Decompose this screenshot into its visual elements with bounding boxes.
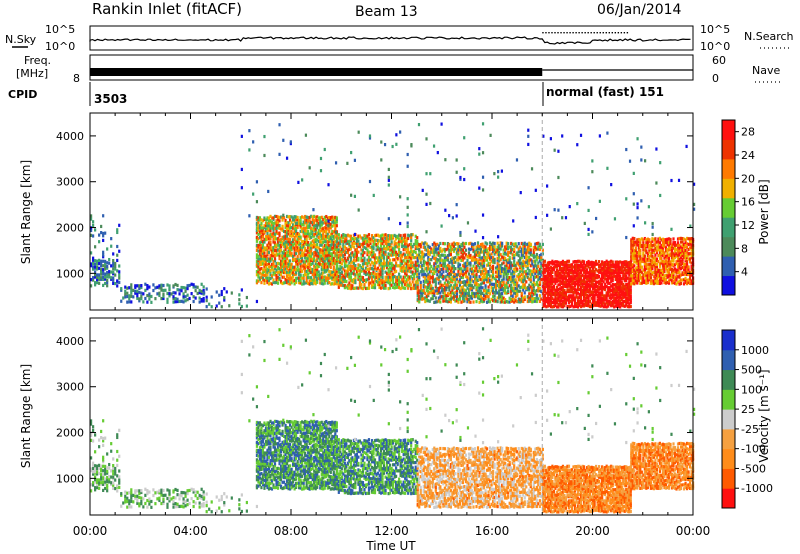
power-cbar-tick-5: 24 [741, 149, 755, 162]
power-cbar-tick-1: 8 [741, 242, 748, 255]
velocity-cbar-tick-4: -25 [741, 423, 759, 436]
time-axis: 00:00 04:00 08:00 12:00 16:00 20:00 00:00 [73, 524, 711, 538]
cpid-program-1: 3503 [94, 92, 127, 106]
freq-label-2: [MHz] [16, 67, 48, 80]
velocity-cbar-tick-5: -100 [741, 443, 766, 456]
noise-right-label: N.Search [744, 30, 794, 43]
cpid-program-2: normal (fast) 151 [546, 85, 664, 99]
xtick-5: 20:00 [575, 524, 610, 538]
velocity-ytick-2: 3000 [56, 381, 84, 394]
noise-left-label: N.Sky [5, 33, 37, 46]
freq-left-tick: 8 [73, 72, 80, 85]
xtick-3: 12:00 [374, 524, 409, 538]
power-cbar-tick-3: 16 [741, 196, 755, 209]
power-panel: 1000 2000 3000 4000 Slant Range [km] [19, 112, 696, 311]
noise-panel: N.Sky 10^5 10^0 10^5 10^0 N.Search [5, 23, 794, 53]
xtick-2: 08:00 [274, 524, 309, 538]
freq-label-1: Freq. [24, 54, 51, 67]
power-cbar-tick-0: 4 [741, 266, 748, 279]
velocity-cbar-tick-0: 1000 [741, 344, 769, 357]
power-ytick-1: 2000 [56, 222, 84, 235]
noise-left-tick-top: 10^5 [45, 23, 75, 36]
freq-panel: Freq. [MHz] 8 60 0 Nave [16, 54, 780, 85]
cpid-label: CPID [8, 88, 37, 101]
velocity-ytick-1: 2000 [56, 427, 84, 440]
velocity-colorbar-label: Velocity [m s⁻¹] [757, 369, 771, 462]
velocity-ytick-3: 4000 [56, 335, 84, 348]
beam-title: Beam 13 [355, 4, 418, 20]
date-title: 06/Jan/2014 [597, 2, 682, 18]
velocity-heatmap [90, 318, 696, 515]
power-cbar-tick-2: 12 [741, 219, 755, 232]
xtick-1: 04:00 [173, 524, 208, 538]
velocity-cbar-tick-6: -500 [741, 462, 766, 475]
power-cbar-tick-4: 20 [741, 172, 755, 185]
power-colorbar: 4 8 12 16 20 24 28 [721, 119, 755, 296]
station-title: Rankin Inlet (fitACF) [92, 0, 242, 18]
power-ytick-2: 3000 [56, 176, 84, 189]
nave-label: Nave [752, 64, 780, 77]
power-ytick-3: 4000 [56, 130, 84, 143]
noise-right-tick-bottom: 10^0 [700, 40, 730, 53]
velocity-cbar-tick-3: 25 [741, 403, 755, 416]
xtick-4: 16:00 [475, 524, 510, 538]
velocity-panel: 1000 2000 3000 4000 Slant Range [km] [19, 317, 696, 516]
xtick-6: 00:00 [676, 524, 711, 538]
freq-right-tick-bottom: 0 [712, 72, 719, 85]
noise-right-tick-top: 10^5 [700, 23, 730, 36]
velocity-cbar-tick-1: 500 [741, 364, 762, 377]
power-ytick-0: 1000 [56, 267, 84, 280]
cpid-row: CPID 3503 normal (fast) 151 [8, 82, 664, 106]
velocity-ylabel: Slant Range [km] [19, 364, 33, 468]
velocity-cbar-tick-2: 100 [741, 383, 762, 396]
power-heatmap [90, 113, 696, 310]
freq-right-tick-top: 60 [712, 54, 726, 67]
power-colorbar-label: Power [dB] [757, 179, 771, 244]
xaxis-label: Time UT [365, 539, 416, 553]
velocity-cbar-tick-7: -1000 [741, 482, 773, 495]
noise-left-tick-bottom: 10^0 [45, 40, 75, 53]
xtick-0: 00:00 [73, 524, 108, 538]
power-ylabel: Slant Range [km] [19, 160, 33, 264]
velocity-ytick-0: 1000 [56, 472, 84, 485]
power-cbar-tick-6: 28 [741, 126, 755, 139]
velocity-colorbar: 1000 500 100 25 -25 -100 -500 -1000 [721, 329, 773, 509]
